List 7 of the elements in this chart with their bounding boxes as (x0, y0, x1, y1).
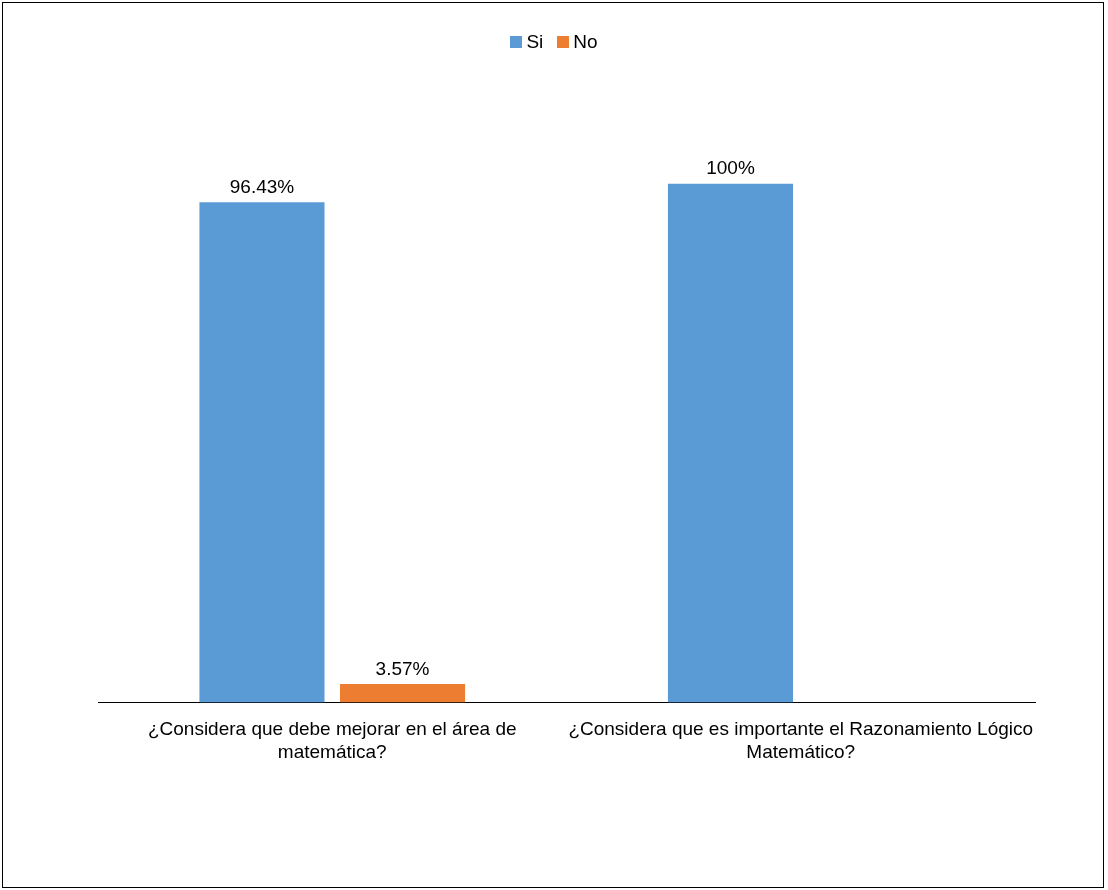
legend-label: No (573, 31, 598, 53)
data-label: 3.57% (375, 657, 430, 679)
data-label: 96.43% (229, 175, 295, 197)
x-tick-label: ¿Considera que debe mejorar en el área de matemática? (147, 718, 517, 762)
x-tick-label: ¿Considera que es importante el Razonamiento Lógico Matemático? (568, 718, 1034, 762)
data-label: 100% (706, 157, 755, 179)
legend-label: Si (526, 31, 544, 53)
